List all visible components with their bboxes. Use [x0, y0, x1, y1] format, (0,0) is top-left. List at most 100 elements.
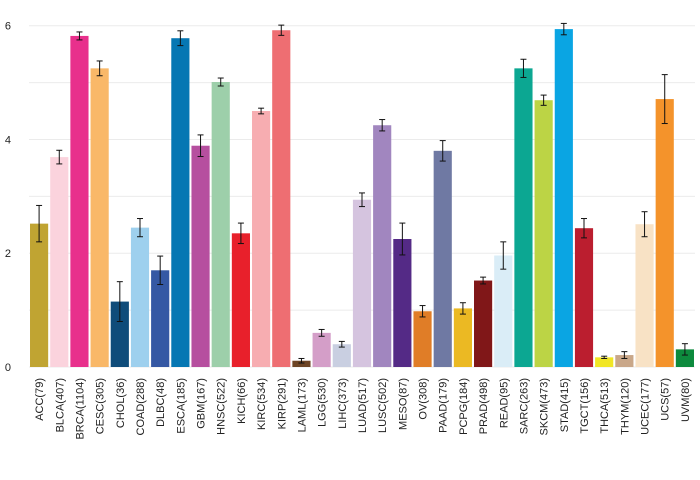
x-tick-label: OV(308) — [418, 378, 430, 420]
error-bar — [601, 355, 608, 359]
bar-brca — [70, 35, 89, 368]
bar-thym — [615, 355, 634, 367]
x-axis: ACC(79) BLCA(407) BRCA(1104) CESC(305) CHOL(… — [34, 378, 692, 440]
x-tick-label: BRCA(1104) — [74, 378, 86, 440]
error-bar — [459, 302, 466, 315]
error-bar — [96, 60, 103, 77]
error-bar — [258, 107, 265, 115]
y-tick-label: 6 — [5, 21, 11, 33]
x-tick-label: PRAD(498) — [478, 378, 490, 434]
bar-lusc — [373, 125, 392, 367]
bar-kirc — [252, 111, 271, 368]
bar-read — [494, 255, 513, 367]
bar-lgg — [312, 332, 331, 367]
bar-thca — [595, 357, 614, 367]
y-tick-label: 4 — [5, 134, 11, 146]
error-bar — [36, 204, 43, 243]
bar-ov — [413, 311, 432, 367]
x-tick-label: ESCA(185) — [175, 378, 187, 434]
error-bar — [540, 94, 547, 106]
x-tick-label: STAD(415) — [559, 378, 571, 432]
error-bar — [621, 351, 628, 359]
bar-chol — [110, 301, 129, 367]
x-tick-label: KICH(66) — [236, 378, 248, 424]
error-bar — [137, 218, 143, 238]
x-tick-label: SKCM(473) — [539, 378, 551, 435]
error-bar — [157, 255, 164, 286]
error-bar — [237, 222, 244, 245]
bar-ucec — [635, 224, 654, 367]
y-axis: 0 2 4 6 — [5, 21, 11, 374]
error-bar — [177, 30, 184, 47]
x-tick-label: DLBC(48) — [155, 378, 167, 427]
x-tick-label: ACC(79) — [34, 378, 46, 421]
bars — [30, 29, 694, 368]
bar-gbm — [191, 145, 210, 367]
x-tick-label: CHOL(36) — [115, 378, 127, 428]
error-bars — [36, 22, 688, 364]
x-tick-label: THYM(120) — [619, 378, 631, 435]
bar-luad — [352, 199, 372, 367]
bar-blca — [50, 157, 69, 367]
bar-kich — [231, 233, 250, 367]
bar-uvm — [675, 349, 694, 367]
x-tick-label: GBM(167) — [196, 378, 208, 429]
error-bar — [419, 305, 426, 318]
x-tick-label: THCA(513) — [599, 378, 611, 434]
bar-meso — [393, 239, 412, 367]
bar-esca — [171, 38, 190, 367]
bar-prad — [474, 280, 493, 367]
error-bar — [76, 31, 83, 41]
x-tick-label: LIHC(373) — [337, 378, 349, 429]
error-bar — [520, 58, 527, 78]
error-bar — [399, 222, 406, 256]
x-tick-label: TGCT(156) — [579, 378, 591, 434]
error-bar — [116, 281, 123, 322]
error-bar — [439, 140, 446, 162]
error-bar — [278, 24, 285, 36]
bar-cesc — [90, 68, 109, 367]
y-tick-label: 0 — [5, 362, 11, 374]
bar-sarc — [514, 68, 533, 367]
bar-paad — [433, 150, 452, 367]
x-tick-label: UCS(57) — [660, 378, 672, 421]
bar-dlbc — [151, 270, 170, 367]
error-bar — [661, 74, 668, 125]
bar-tgct — [574, 228, 594, 367]
error-bar — [197, 134, 204, 158]
error-bar — [359, 192, 365, 208]
error-bar — [480, 276, 487, 285]
error-bar — [641, 211, 648, 238]
error-bar — [318, 328, 325, 337]
x-tick-label: PAAD(179) — [438, 378, 450, 433]
x-tick-label: MESO(87) — [397, 378, 409, 430]
error-bar — [560, 22, 567, 36]
bar-hnsc — [211, 82, 230, 368]
error-bar — [379, 119, 386, 132]
x-tick-label: BLCA(407) — [54, 378, 66, 432]
x-tick-label: LUSC(502) — [377, 378, 389, 433]
bar-coad — [130, 227, 150, 367]
error-bar — [500, 241, 507, 270]
x-tick-label: SARC(263) — [518, 378, 530, 434]
x-tick-label: UVM(80) — [680, 378, 692, 422]
x-tick-label: COAD(288) — [135, 378, 147, 435]
bar-pcpg — [453, 308, 472, 367]
bar-laml — [292, 360, 311, 367]
error-bar — [217, 77, 224, 87]
x-tick-label: LGG(530) — [317, 378, 329, 427]
error-bar — [298, 357, 305, 364]
bar-lihc — [332, 344, 351, 367]
x-tick-label: UCEC(177) — [640, 378, 652, 435]
x-tick-label: LUAD(517) — [357, 378, 369, 433]
bar-kirp — [272, 30, 291, 367]
x-tick-label: PCPG(184) — [458, 378, 470, 435]
bar-ucs — [655, 99, 674, 367]
bar-skcm — [534, 100, 553, 368]
x-tick-label: KIRC(534) — [256, 378, 268, 430]
x-tick-label: LAML(173) — [296, 378, 308, 432]
x-tick-label: CESC(305) — [95, 378, 107, 434]
x-tick-label: HNSC(522) — [216, 378, 228, 435]
x-tick-label: KIRP(291) — [276, 378, 288, 429]
